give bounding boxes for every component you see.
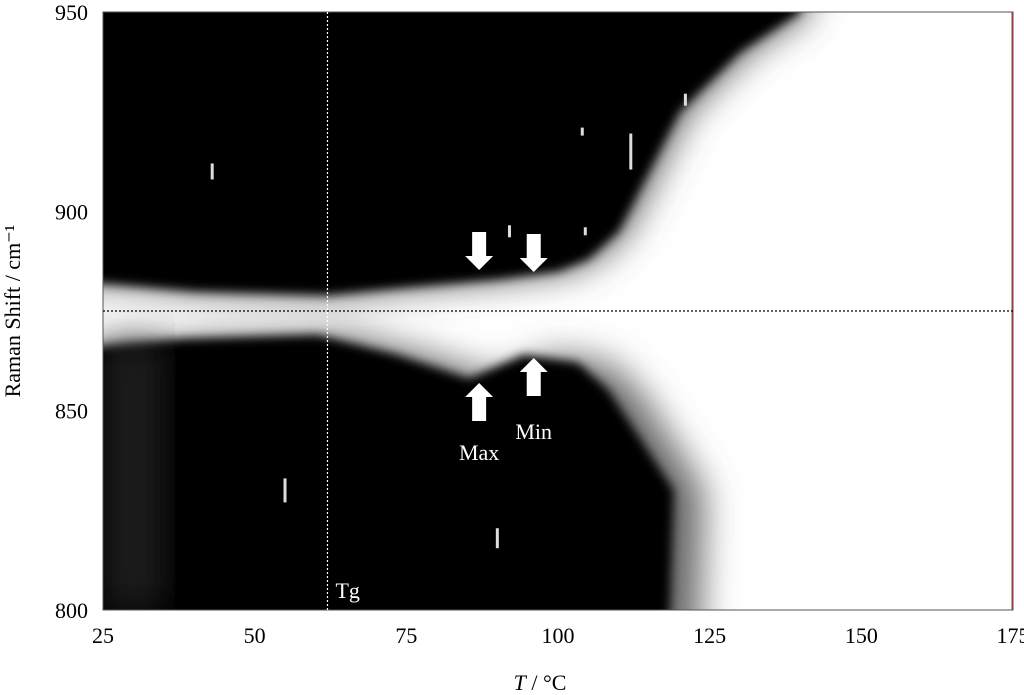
x-tick-label: 50 [244, 623, 266, 648]
max-up-arrow [465, 383, 494, 421]
max-down-arrow [465, 232, 494, 270]
x-tick-label: 100 [542, 623, 575, 648]
y-tick-label: 900 [55, 199, 88, 224]
y-axis-label: Raman Shift / cm⁻¹ [0, 225, 25, 398]
y-tick-label: 800 [55, 598, 88, 623]
x-tick-label: 25 [92, 623, 114, 648]
min-label: Min [515, 419, 552, 444]
x-tick-label: 75 [395, 623, 417, 648]
x-axis-label-var: T [514, 670, 528, 695]
x-tick-label: 125 [693, 623, 726, 648]
y-tick-label: 850 [55, 399, 88, 424]
lower-band-left-gray [103, 338, 163, 610]
x-axis-label-unit: / °C [526, 670, 567, 695]
lower-band [103, 334, 674, 610]
x-axis-label: T / °C [514, 670, 567, 695]
x-tick-label: 150 [845, 623, 878, 648]
y-tick-label: 950 [55, 0, 88, 25]
max-label: Max [459, 440, 499, 465]
tg-label: Tg [335, 578, 359, 603]
min-up-arrow [519, 358, 548, 396]
x-tick-label: 175 [997, 623, 1024, 648]
min-down-arrow [519, 234, 548, 272]
upper-band [103, 12, 801, 296]
